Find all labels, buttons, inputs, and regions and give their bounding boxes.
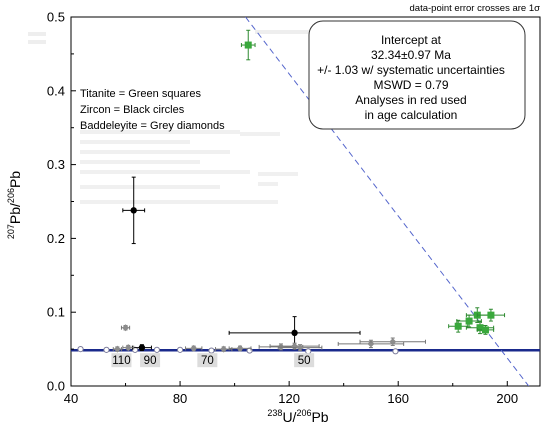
ghost-text-block: [240, 132, 280, 136]
ghost-text-block: [80, 130, 240, 134]
x-label-sup-1: 238: [267, 408, 282, 418]
baddeleyite-marker: [190, 344, 198, 352]
result-line-3: +/- 1.03 w/ systematic uncertainties: [317, 63, 505, 77]
x-tick-label: 80: [173, 391, 187, 406]
concordia-label-bg: [294, 353, 315, 368]
baddeleyite-marker: [277, 343, 285, 351]
y-label-part-2: Pb: [7, 171, 23, 188]
concordia-label-bg: [197, 353, 218, 368]
result-box-frame: [308, 20, 526, 130]
x-label-sup-2: 206: [296, 408, 311, 418]
titanite-marker: [454, 322, 462, 330]
decorative-layer: [28, 30, 345, 204]
concordia-point: [392, 348, 399, 355]
ghost-text-block: [258, 200, 278, 204]
concordia-point: [153, 346, 160, 353]
ghost-text-block: [255, 30, 345, 34]
concordia-point: [176, 346, 184, 353]
concordia-label-bg: [140, 353, 161, 368]
y-tick-label: 0.5: [47, 10, 65, 25]
x-axis-label: 238U/206Pb: [267, 408, 328, 425]
ghost-text-block: [28, 32, 46, 36]
x-tick-label: 120: [278, 391, 300, 406]
ghost-text-block: [258, 172, 298, 176]
ghost-text-block: [258, 182, 278, 186]
concordia-age-label: 110: [112, 355, 130, 367]
y-tick-label: 0.0: [47, 379, 65, 394]
concordia-age-label: 90: [144, 355, 157, 367]
baddeleyite-marker: [236, 344, 244, 352]
result-box: Intercept at 32.34±0.97 Ma +/- 1.03 w/ s…: [308, 20, 526, 130]
legend-baddeleyite: Baddeleyite = Grey diamonds: [80, 120, 225, 132]
ghost-text-block: [80, 160, 200, 164]
baddeleyite-marker: [122, 324, 130, 332]
concordia-label-bg: [111, 353, 132, 368]
x-tick-label: 160: [387, 391, 409, 406]
x-label-part-1: U/: [282, 409, 296, 425]
ghost-text-block: [80, 140, 190, 144]
concordia-age-label: 70: [201, 355, 214, 367]
titanite-marker: [481, 326, 489, 334]
y-tick-label: 0.3: [47, 157, 65, 172]
zircon-marker: [138, 344, 146, 351]
titanite-marker: [487, 311, 495, 319]
ghost-text-block: [28, 40, 46, 44]
x-tick-label: 200: [496, 391, 518, 406]
result-line-6: in age calculation: [365, 108, 458, 122]
result-line-4: MSWD = 0.79: [373, 78, 448, 92]
intercept-dashed-line: [245, 17, 530, 386]
result-line-2: 32.34±0.97 Ma: [371, 48, 451, 62]
y-label-part-1: Pb/: [7, 203, 23, 224]
titanite-marker: [476, 324, 484, 332]
baddeleyite-marker: [291, 342, 299, 350]
y-label-sup-1: 207: [6, 224, 16, 239]
baddeleyite-marker: [113, 345, 121, 353]
baddeleyite-marker: [296, 344, 304, 352]
error-note: data-point error crosses are 1σ: [410, 3, 541, 14]
ghost-text-block: [80, 200, 260, 204]
y-tick-label: 0.2: [47, 231, 65, 246]
ghost-text-block: [80, 150, 230, 154]
baddeleyite-marker: [124, 344, 132, 352]
y-axis-label: 207Pb/206Pb: [6, 171, 23, 239]
titanite-marker: [244, 41, 252, 49]
result-line-5: Analyses in red used: [355, 93, 466, 107]
y-tick-label: 0.4: [47, 83, 65, 98]
x-tick-label: 40: [64, 391, 78, 406]
zircon-marker: [130, 207, 137, 214]
concordia-point: [77, 346, 84, 353]
ghost-text-block: [80, 185, 220, 189]
y-label-sup-2: 206: [6, 188, 16, 203]
result-line-1: Intercept at: [381, 33, 442, 47]
concordia-point: [103, 346, 110, 353]
concordia-point: [305, 348, 312, 355]
baddeleyite-marker: [220, 345, 228, 353]
concordia-point: [208, 347, 215, 354]
titanite-marker: [465, 317, 473, 325]
zircon-marker: [291, 329, 298, 337]
baddeleyite-marker: [389, 338, 397, 346]
ghost-text-block: [80, 170, 250, 174]
legend-zircon: Zircon = Black circles: [80, 104, 185, 116]
x-label-part-2: Pb: [311, 409, 328, 425]
y-tick-label: 0.1: [47, 305, 65, 320]
legend-titanite: Titanite = Green squares: [80, 88, 201, 100]
concordia-age-label: 50: [298, 355, 311, 367]
